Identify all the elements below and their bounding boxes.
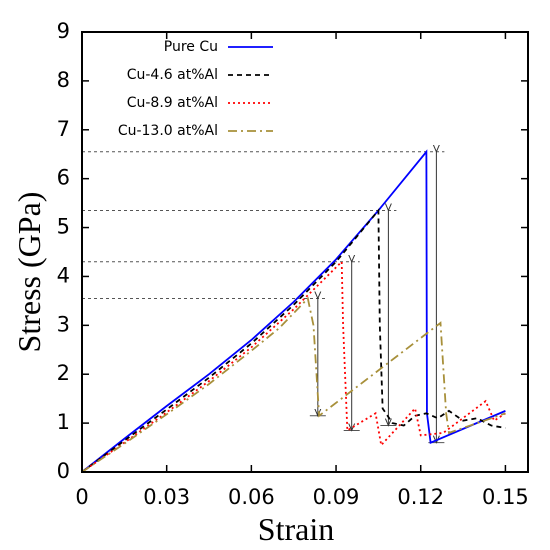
x-axis-label: Strain [258,511,334,547]
series-line [81,259,506,473]
y-tick-label: 3 [57,312,70,336]
series-line [81,207,506,473]
x-tick-label: 0.15 [482,485,529,509]
y-tick-label: 7 [57,117,70,141]
legend-label: Pure Cu [164,39,218,55]
y-tick-label: 0 [57,459,70,483]
y-tick-label: 5 [57,215,70,239]
y-tick-label: 6 [57,166,70,190]
y-axis-label: Stress (GPa) [11,192,47,353]
y-tick-label: 1 [57,410,70,434]
x-tick-label: 0 [75,485,88,509]
legend-label: Cu-13.0 at%Al [118,123,218,139]
x-tick-label: 0.09 [313,485,360,509]
y-tick-label: 4 [57,263,70,287]
y-tick-label: 2 [57,361,70,385]
series-line [81,149,506,473]
y-tick-label: 9 [57,19,70,43]
x-tick-label: 0.06 [228,485,275,509]
legend-label: Cu-4.6 at%Al [127,67,218,83]
x-tick-label: 0.03 [143,485,190,509]
series-line [81,296,506,473]
y-tick-label: 8 [57,68,70,92]
plot-frame [81,31,529,473]
legend-label: Cu-8.9 at%Al [127,95,218,111]
x-tick-label: 0.12 [397,485,444,509]
